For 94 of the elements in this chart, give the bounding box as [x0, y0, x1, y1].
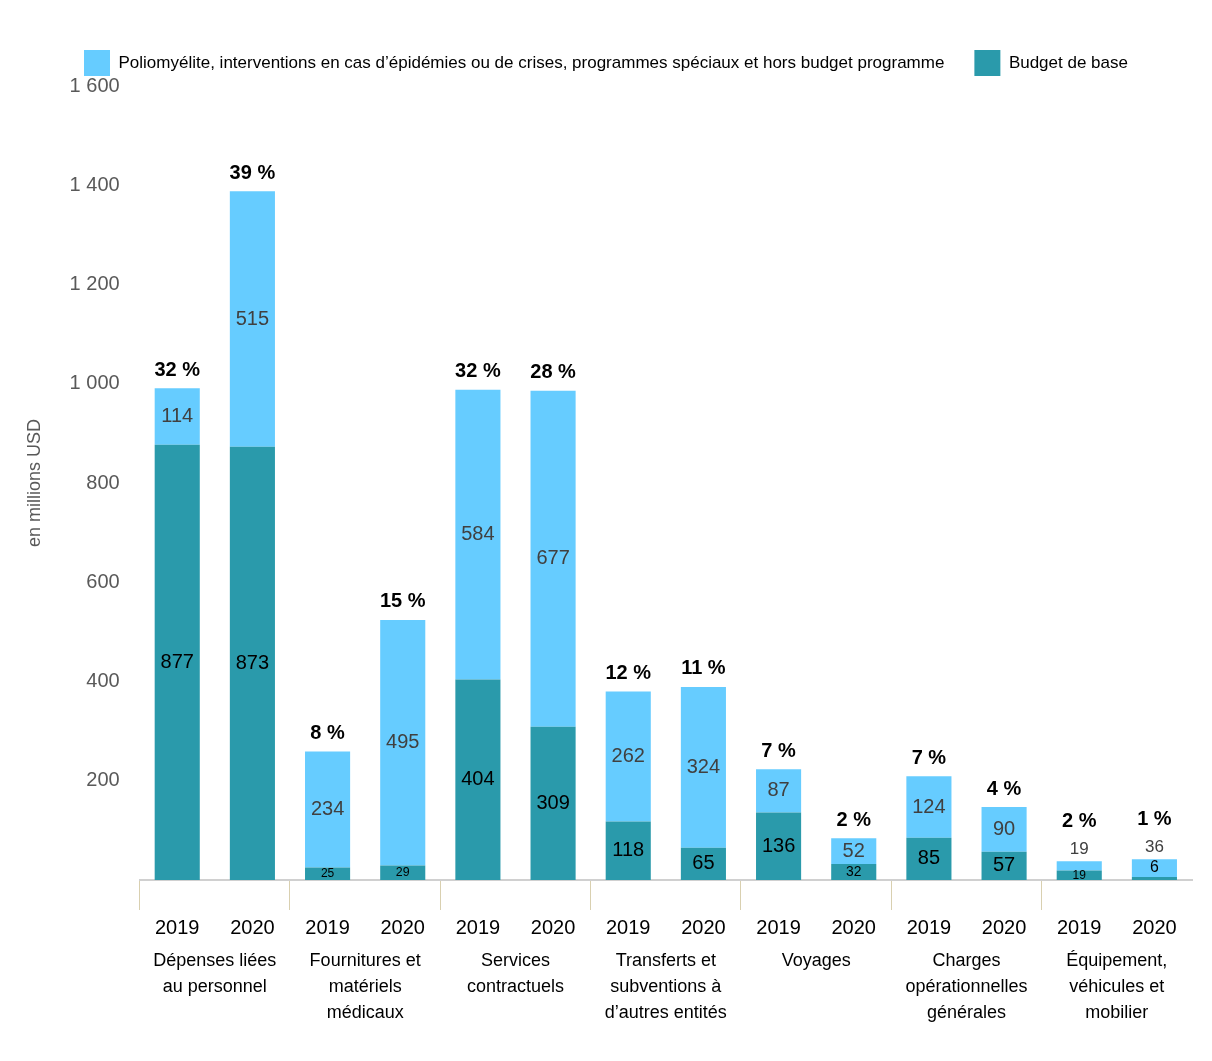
- bar: [756, 769, 802, 813]
- data-label: 19: [1072, 867, 1087, 882]
- bar: [756, 812, 802, 880]
- bar: [154, 444, 200, 880]
- x-tick-label: 2020: [981, 915, 1027, 938]
- bar: [981, 807, 1027, 852]
- y-tick-label: 600: [86, 569, 120, 592]
- y-tick-label: 1 200: [69, 272, 120, 295]
- annotation: 32 %: [154, 357, 201, 380]
- bar: [1056, 861, 1102, 871]
- bar: [530, 390, 576, 727]
- x-tick-label: 2019: [154, 915, 200, 938]
- y-tick-label: 200: [86, 768, 120, 791]
- data-label: 877: [160, 649, 194, 672]
- bar: [455, 679, 501, 880]
- text: Dépenses liées au personnel: [153, 949, 277, 996]
- text: Voyages: [781, 949, 851, 970]
- annotation: 39 %: [229, 160, 276, 183]
- annotation: 4 %: [986, 776, 1022, 799]
- data-label: 52: [842, 838, 865, 861]
- x-tick-label: 2019: [305, 915, 350, 938]
- text: Services contractuels: [466, 949, 565, 996]
- annotation: 11 %: [681, 656, 726, 679]
- annotation: 28 %: [530, 360, 577, 383]
- y-tick-label: 800: [86, 470, 120, 493]
- bar: [380, 619, 426, 866]
- annotation: 2 %: [836, 807, 872, 830]
- x-tick-label: 2020: [831, 915, 876, 938]
- data-label: 29: [395, 865, 410, 880]
- x-tick-label: 2019: [1057, 915, 1102, 938]
- bar: [1131, 859, 1177, 878]
- bar: [1131, 877, 1177, 880]
- data-label: 32: [846, 862, 862, 879]
- x-tick-label: 2020: [230, 915, 275, 938]
- text: Équipement, véhicules et mobilier: [1066, 949, 1168, 1022]
- data-label: 57: [992, 853, 1016, 876]
- y-tick-label: 1 600: [69, 73, 120, 96]
- bar: [305, 751, 351, 868]
- data-label: 65: [692, 851, 715, 874]
- bar: [605, 691, 651, 822]
- data-label: 404: [461, 767, 495, 790]
- data-label: 87: [767, 778, 790, 801]
- x-tick-label: 2019: [455, 915, 501, 938]
- data-label: 262: [611, 743, 645, 766]
- x-tick-label: 2020: [681, 915, 726, 938]
- data-label: 25: [320, 866, 335, 881]
- data-label: 324: [686, 754, 721, 777]
- x-tick-label: 2019: [756, 915, 801, 938]
- data-label: 234: [310, 797, 345, 820]
- x-tick-label: 2020: [380, 915, 425, 938]
- text: Fournitures et matériels médicaux: [309, 949, 421, 1022]
- data-label: 136: [761, 833, 796, 856]
- data-label: 85: [917, 846, 941, 869]
- data-label: 118: [612, 838, 645, 861]
- annotation: 12 %: [605, 660, 652, 683]
- text: Charges opérationnelles générales: [905, 949, 1028, 1022]
- y-axis-title: en millions USD: [23, 418, 44, 548]
- data-label: 309: [536, 790, 570, 813]
- annotation: 8 %: [310, 720, 346, 743]
- bar: [906, 776, 952, 838]
- bar: [530, 726, 576, 880]
- data-label: 515: [235, 306, 270, 329]
- bar: [229, 446, 275, 880]
- annotation: 7 %: [761, 738, 797, 761]
- x-tick-label: 2020: [530, 915, 576, 938]
- x-tick-label: 2020: [1132, 915, 1177, 938]
- x-tick-label: 2019: [605, 915, 651, 938]
- legend-label: Poliomyélite, interventions en cas d’épidémies ou de crises, programmes spéciaux et hors budget programme: [118, 52, 945, 72]
- y-tick-label: 400: [86, 669, 120, 692]
- bar: [154, 388, 200, 445]
- data-label: 90: [992, 816, 1016, 839]
- annotation: 15 %: [379, 589, 426, 612]
- data-label: 19: [1069, 838, 1089, 858]
- annotation: 1 %: [1137, 806, 1172, 829]
- x-tick-label: 2019: [906, 915, 952, 938]
- data-label: 873: [235, 650, 270, 673]
- annotation: 32 %: [455, 359, 501, 382]
- bar: [455, 389, 501, 680]
- y-tick-label: 1 400: [69, 172, 120, 195]
- data-label: 36: [1144, 836, 1164, 856]
- annotation: 2 %: [1062, 808, 1097, 831]
- annotation: 7 %: [911, 745, 947, 768]
- legend-label: Budget de base: [1008, 52, 1128, 72]
- y-tick-label: 1 000: [69, 371, 120, 394]
- data-label: 584: [461, 522, 495, 545]
- data-label: 677: [536, 546, 570, 569]
- text: Transferts et subventions à d’autres entités: [604, 949, 727, 1022]
- data-label: 114: [161, 404, 194, 427]
- bar: [605, 821, 651, 880]
- data-label: 6: [1150, 858, 1159, 876]
- data-label: 124: [912, 794, 946, 817]
- data-label: 495: [386, 730, 420, 753]
- bar: [229, 191, 275, 447]
- bar: [680, 686, 726, 848]
